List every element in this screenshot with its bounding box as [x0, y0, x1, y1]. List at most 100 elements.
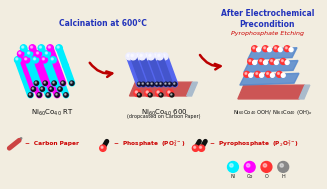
Circle shape: [17, 51, 24, 57]
Circle shape: [38, 45, 44, 51]
Circle shape: [161, 53, 168, 60]
Polygon shape: [187, 82, 198, 96]
Circle shape: [48, 46, 50, 48]
Circle shape: [50, 88, 51, 89]
Circle shape: [61, 81, 65, 85]
Circle shape: [27, 52, 30, 54]
Circle shape: [147, 53, 154, 60]
Circle shape: [24, 57, 30, 63]
Circle shape: [155, 82, 159, 86]
Circle shape: [198, 145, 205, 151]
Circle shape: [282, 60, 283, 62]
Circle shape: [174, 83, 175, 84]
Circle shape: [289, 48, 293, 52]
Circle shape: [247, 164, 250, 167]
Circle shape: [159, 82, 163, 86]
Circle shape: [273, 46, 279, 52]
Circle shape: [20, 45, 27, 51]
Polygon shape: [238, 85, 305, 99]
Circle shape: [32, 88, 34, 89]
Circle shape: [138, 94, 139, 95]
Text: O: O: [265, 174, 268, 179]
Circle shape: [159, 93, 163, 97]
Circle shape: [19, 52, 21, 54]
Circle shape: [285, 47, 287, 49]
Circle shape: [157, 91, 159, 93]
Circle shape: [156, 53, 163, 60]
Circle shape: [256, 73, 258, 74]
Circle shape: [146, 91, 148, 93]
Circle shape: [268, 49, 269, 50]
Circle shape: [253, 60, 257, 64]
Circle shape: [171, 94, 172, 95]
Text: Ni$_{60}$Co$_{40}$ RT: Ni$_{60}$Co$_{40}$ RT: [31, 108, 74, 118]
Circle shape: [28, 93, 33, 97]
Circle shape: [149, 54, 151, 57]
Circle shape: [31, 87, 36, 91]
Circle shape: [275, 61, 276, 63]
Circle shape: [260, 73, 264, 77]
Circle shape: [38, 94, 40, 95]
Circle shape: [26, 51, 33, 57]
Text: (dropcasted on Carbon Paper): (dropcasted on Carbon Paper): [127, 114, 201, 119]
Polygon shape: [244, 60, 298, 72]
Circle shape: [148, 93, 152, 97]
Circle shape: [282, 74, 283, 75]
Circle shape: [278, 48, 282, 52]
Circle shape: [267, 73, 268, 74]
Circle shape: [34, 81, 39, 85]
Circle shape: [158, 54, 160, 57]
Circle shape: [260, 60, 262, 62]
Circle shape: [280, 59, 286, 64]
Text: H: H: [281, 174, 285, 179]
Circle shape: [37, 52, 39, 54]
Polygon shape: [240, 73, 299, 85]
Circle shape: [275, 47, 276, 49]
Circle shape: [274, 60, 278, 64]
Text: ~  Pyrophosphate  (P$_2$O$_7^{2-}$): ~ Pyrophosphate (P$_2$O$_7^{2-}$): [209, 138, 300, 149]
Circle shape: [52, 81, 56, 85]
Circle shape: [266, 71, 271, 77]
Circle shape: [244, 71, 250, 77]
Circle shape: [46, 93, 50, 97]
Circle shape: [290, 49, 291, 50]
Circle shape: [135, 53, 142, 60]
Circle shape: [55, 93, 59, 97]
Circle shape: [141, 82, 145, 86]
Circle shape: [278, 73, 279, 74]
Circle shape: [255, 71, 261, 77]
Circle shape: [144, 53, 150, 60]
Circle shape: [249, 60, 251, 62]
Circle shape: [127, 54, 129, 57]
Circle shape: [253, 47, 255, 49]
Circle shape: [163, 54, 165, 57]
Circle shape: [139, 53, 146, 60]
Circle shape: [134, 90, 141, 96]
Circle shape: [29, 45, 36, 51]
Circle shape: [35, 82, 37, 83]
Circle shape: [147, 83, 148, 84]
Circle shape: [165, 83, 166, 84]
Text: Co: Co: [247, 174, 253, 179]
Circle shape: [43, 58, 44, 60]
Circle shape: [244, 162, 255, 172]
Circle shape: [252, 46, 258, 52]
Text: Pyrophosphate Etching: Pyrophosphate Etching: [231, 31, 304, 36]
Circle shape: [160, 83, 161, 84]
Circle shape: [194, 146, 196, 148]
Circle shape: [257, 49, 259, 50]
Circle shape: [35, 51, 42, 57]
Circle shape: [281, 73, 285, 77]
Circle shape: [168, 91, 170, 93]
Circle shape: [245, 73, 247, 74]
Circle shape: [131, 54, 133, 57]
Text: ~  Phosphate  (PO$_4^{2-}$): ~ Phosphate (PO$_4^{2-}$): [113, 138, 185, 149]
Circle shape: [140, 54, 142, 57]
Circle shape: [29, 94, 30, 95]
Circle shape: [130, 53, 137, 60]
Circle shape: [253, 61, 255, 63]
Circle shape: [259, 59, 265, 64]
Circle shape: [71, 82, 72, 83]
Circle shape: [47, 94, 48, 95]
Circle shape: [270, 73, 274, 77]
